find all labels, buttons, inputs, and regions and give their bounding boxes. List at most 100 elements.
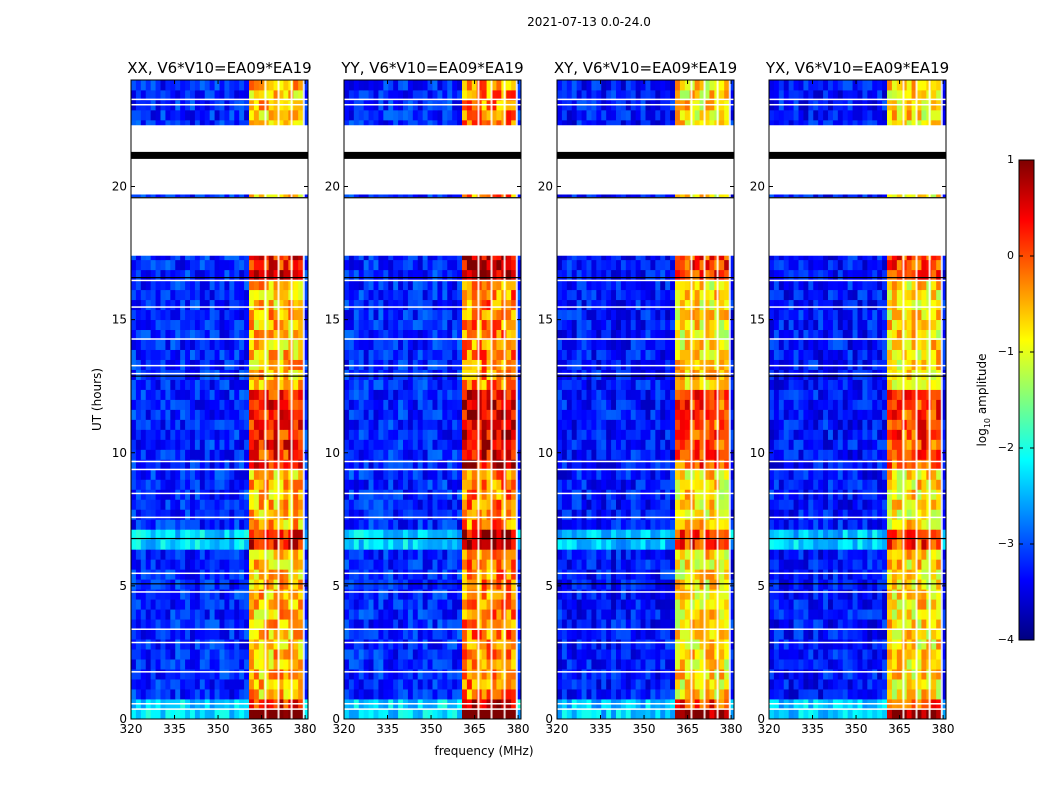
heatmap-cell (620, 679, 627, 690)
heatmap-cell (407, 429, 414, 440)
heatmap-cell (353, 409, 360, 420)
heatmap-cell (516, 279, 522, 291)
heatmap-cell (131, 569, 137, 580)
heatmap-cell (358, 119, 365, 131)
heatmap-cell (442, 509, 448, 520)
heatmap-cell (462, 339, 468, 350)
heatmap-cell (388, 539, 394, 550)
heatmap-cell (135, 519, 142, 530)
heatmap-cell (190, 329, 196, 340)
heatmap-cell (511, 329, 517, 340)
heatmap-cell (353, 669, 360, 680)
heatmap-cell (194, 359, 201, 370)
heatmap-cell (398, 639, 404, 650)
heatmap-cell (709, 689, 715, 700)
y-tick-label: 0 (119, 712, 127, 726)
heatmap-cell (268, 109, 274, 121)
heatmap-cell (131, 359, 137, 370)
heatmap-cell (258, 609, 265, 620)
heatmap-cell (229, 499, 235, 510)
heatmap-cell (303, 119, 309, 131)
heatmap-cell (214, 289, 220, 301)
heatmap-cell (655, 669, 661, 680)
heatmap-cell (422, 329, 428, 340)
heatmap-cell (229, 559, 235, 570)
heatmap-cell (457, 309, 463, 321)
heatmap-cell (344, 309, 350, 321)
heatmap-cell (244, 469, 250, 480)
heatmap-cell (194, 119, 201, 131)
heatmap-cell (363, 329, 369, 340)
heatmap-cell (403, 629, 409, 640)
heatmap-cell (244, 259, 250, 271)
heatmap-cell (155, 289, 161, 301)
heatmap-cell (219, 119, 225, 131)
heatmap-cell (491, 289, 497, 301)
heatmap-cell (204, 269, 211, 281)
heatmap-cell (422, 519, 428, 530)
heatmap-cell (180, 669, 186, 680)
channel-gap (477, 80, 480, 719)
heatmap-cell (407, 539, 414, 550)
heatmap-cell (253, 489, 260, 500)
heatmap-cell (219, 509, 225, 520)
heatmap-cell (165, 499, 171, 510)
heatmap-cell (344, 399, 350, 410)
heatmap-cell (150, 379, 156, 390)
heatmap-cell (417, 269, 424, 281)
heatmap-cell (511, 299, 517, 311)
heatmap-cell (344, 659, 350, 670)
heatmap-cell (278, 529, 284, 540)
heatmap-cell (398, 279, 404, 291)
heatmap-cell (244, 339, 250, 350)
heatmap-cell (704, 659, 710, 670)
heatmap-cell (348, 119, 355, 131)
heatmap-cell (378, 559, 384, 570)
heatmap-cell (209, 389, 215, 400)
heatmap-cell (194, 509, 201, 520)
heatmap-cell (353, 469, 360, 480)
heatmap-cell (258, 429, 265, 440)
heatmap-cell (729, 649, 735, 660)
heatmap-cell (253, 609, 260, 620)
heatmap-cell (253, 619, 260, 630)
heatmap-cell (457, 669, 463, 680)
heatmap-cell (422, 679, 428, 690)
heatmap-cell (180, 519, 186, 530)
heatmap-cell (155, 499, 161, 510)
heatmap-cell (516, 389, 522, 400)
heatmap-cell (457, 389, 463, 400)
heatmap-cell (665, 649, 671, 660)
heatmap-cell (194, 479, 201, 490)
heatmap-cell (427, 539, 433, 550)
heatmap-cell (348, 589, 355, 600)
channel-gap (264, 80, 267, 719)
flag-line (344, 591, 521, 593)
heatmap-cell (234, 359, 240, 370)
heatmap-cell (258, 649, 265, 660)
heatmap-cell (481, 279, 487, 291)
heatmap-cell (694, 709, 700, 720)
heatmap-cell (224, 469, 230, 480)
heatmap-cell (373, 369, 379, 380)
heatmap-cell (244, 679, 250, 690)
heatmap-cell (383, 479, 389, 490)
heatmap-cell (437, 649, 443, 660)
heatmap-cell (229, 429, 235, 440)
heatmap-cell (457, 379, 463, 390)
heatmap-cell (358, 629, 365, 640)
heatmap-cell (412, 369, 419, 380)
heatmap-cell (447, 369, 453, 380)
heatmap-cell (398, 669, 404, 680)
heatmap-cell (378, 119, 384, 131)
heatmap-cell (561, 639, 568, 650)
heatmap-cell (165, 269, 171, 281)
heatmap-cell (170, 429, 176, 440)
heatmap-cell (388, 529, 394, 540)
heatmap-cell (407, 89, 414, 101)
heatmap-cell (190, 119, 196, 131)
heatmap-cell (348, 509, 355, 520)
heatmap-cell (258, 349, 265, 360)
heatmap-cell (170, 369, 176, 380)
heatmap-cell (199, 309, 206, 321)
